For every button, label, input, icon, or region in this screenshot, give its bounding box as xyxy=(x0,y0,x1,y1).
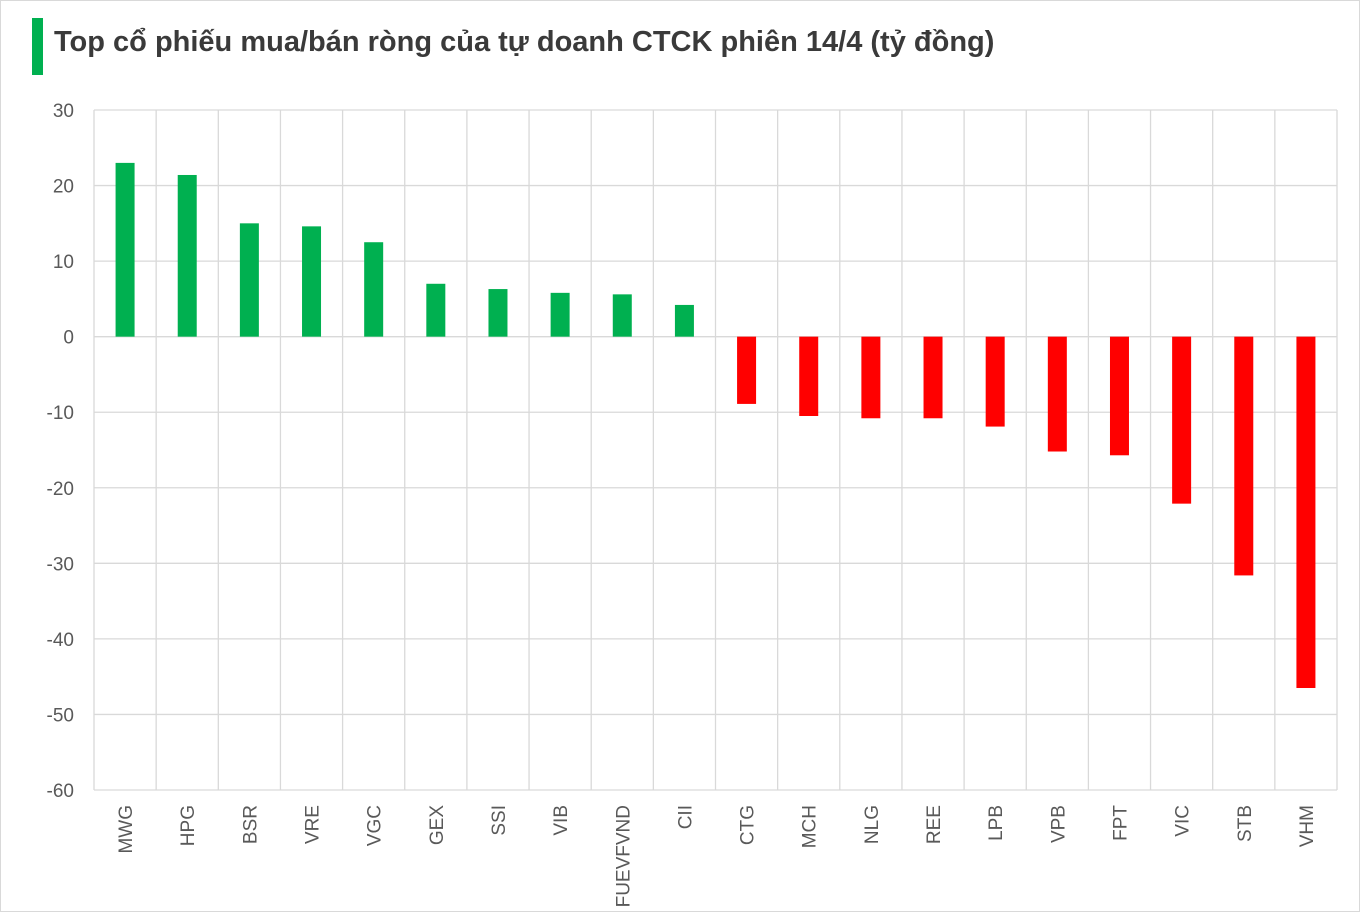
x-tick-label: VIB xyxy=(551,805,572,836)
x-tick-label: VHM xyxy=(1297,805,1318,847)
bar-fuevfvnd xyxy=(612,294,632,337)
y-tick-label: 10 xyxy=(53,252,74,273)
y-tick-label: -50 xyxy=(47,705,74,726)
x-tick-label: HPG xyxy=(178,805,199,846)
x-tick-label: MWG xyxy=(116,805,137,854)
y-tick-label: 0 xyxy=(63,328,74,349)
bar-gex xyxy=(426,283,446,337)
chart-title: Top cổ phiếu mua/bán ròng của tự doanh C… xyxy=(54,26,995,58)
y-tick-label: 20 xyxy=(53,177,74,198)
bar-hpg xyxy=(177,174,197,337)
bar-vib xyxy=(550,292,570,337)
x-tick-label: MCH xyxy=(800,805,821,848)
bar-fpt xyxy=(1109,336,1129,456)
y-tick-label: -60 xyxy=(47,781,74,802)
y-tick-label: 30 xyxy=(53,101,74,122)
bar-cii xyxy=(674,304,694,337)
bar-vgc xyxy=(364,242,384,337)
x-tick-label: SSI xyxy=(489,805,510,836)
x-tick-label: LPB xyxy=(986,805,1007,841)
x-tick-label: BSR xyxy=(240,805,261,844)
bars xyxy=(115,162,1316,688)
x-tick-label: FPT xyxy=(1110,805,1131,841)
x-tick-label: CTG xyxy=(738,805,759,845)
bar-lpb xyxy=(985,336,1005,427)
bar-nlg xyxy=(861,336,881,419)
bar-ree xyxy=(923,336,943,419)
y-axis: 30 20 10 0 -10 -20 -30 -40 -50 -60 xyxy=(47,101,74,802)
bar-vhm xyxy=(1296,336,1316,688)
x-tick-label: VGC xyxy=(365,805,386,846)
x-tick-label: VRE xyxy=(303,805,324,844)
bar-vpb xyxy=(1047,336,1067,452)
x-tick-label: NLG xyxy=(862,805,883,844)
x-tick-label: REE xyxy=(924,805,945,844)
gridlines xyxy=(93,109,1338,791)
bar-vic xyxy=(1172,336,1192,504)
bar-ssi xyxy=(488,289,508,337)
y-tick-label: -20 xyxy=(47,479,74,500)
bar-ctg xyxy=(737,336,757,404)
bar-stb xyxy=(1234,336,1254,576)
y-tick-label: -40 xyxy=(47,630,74,651)
x-tick-label: VPB xyxy=(1048,805,1069,843)
x-tick-label: STB xyxy=(1235,805,1256,842)
y-tick-label: -30 xyxy=(47,554,74,575)
x-tick-label: CII xyxy=(675,805,696,829)
x-axis: MWG HPG BSR VRE VGC GEX SSI VIB FUEVFVND CII CTG MC… xyxy=(116,805,1318,908)
y-tick-label: -10 xyxy=(47,403,74,424)
x-tick-label: FUEVFVND xyxy=(613,805,634,907)
bar-mch xyxy=(799,336,819,416)
x-tick-label: GEX xyxy=(427,805,448,845)
bar-vre xyxy=(302,226,322,337)
x-tick-label: VIC xyxy=(1173,805,1194,837)
bar-bsr xyxy=(239,223,259,337)
title-accent-bar xyxy=(32,18,43,75)
bar-mwg xyxy=(115,162,135,337)
